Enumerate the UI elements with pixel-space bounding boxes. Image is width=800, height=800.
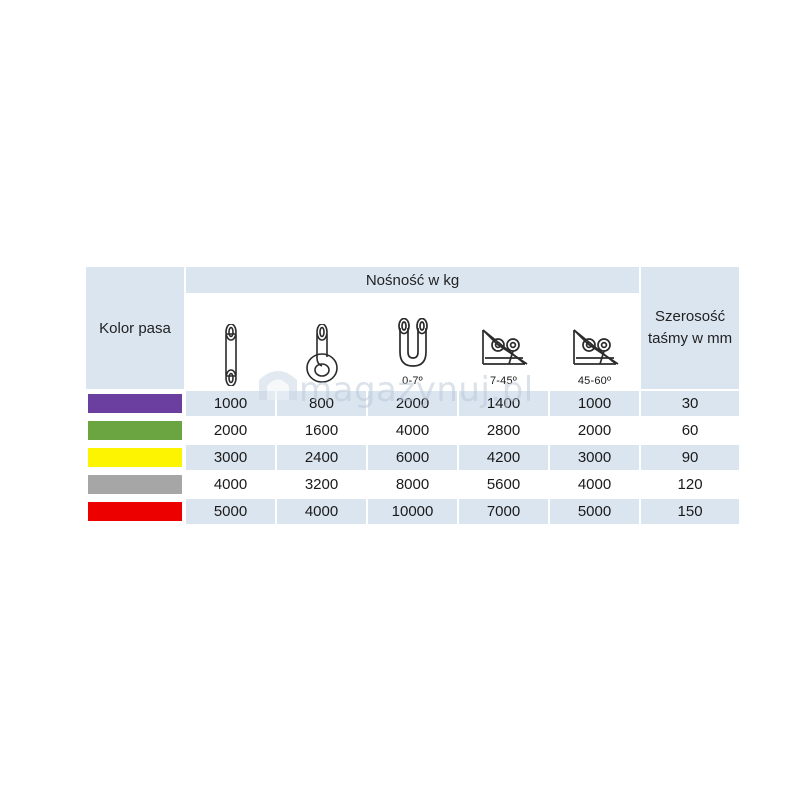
capacity-value: 4000 (550, 472, 640, 497)
table-row: 3000 2400 6000 4200 3000 90 (86, 445, 740, 470)
capacity-value: 7000 (459, 499, 548, 524)
header-cell-straight-sling (186, 295, 275, 389)
table-row: 2000 1600 4000 2800 2000 60 (86, 418, 740, 443)
color-swatch-cell (86, 391, 184, 416)
table-row: 5000 4000 10000 7000 5000 150 (86, 499, 740, 524)
capacity-value: 800 (277, 391, 366, 416)
straight-sling-icon (216, 324, 246, 386)
header-width-column: Szerosość taśmy w mm (641, 267, 740, 389)
sling-capacity-table: Kolor pasa Nośność w kg Szerosość taśmy … (84, 265, 741, 526)
capacity-value: 5000 (550, 499, 640, 524)
color-swatch-cell (86, 472, 184, 497)
belt-color-swatch (88, 502, 182, 521)
capacity-value: 4200 (459, 445, 548, 470)
header-row-group: Kolor pasa Nośność w kg Szerosość taśmy … (86, 267, 740, 389)
capacity-value: 10000 (368, 499, 457, 524)
capacity-value: 1600 (277, 418, 366, 443)
table-body: 1000 800 2000 1400 1000 30 2000 1600 400… (86, 391, 740, 524)
belt-color-swatch (88, 475, 182, 494)
two-leg-sling-7-45-angle-label: 7-45º (489, 375, 518, 387)
capacity-value: 2000 (550, 418, 640, 443)
two-leg-sling-45-60-icon (566, 324, 624, 374)
header-color-column: Kolor pasa (86, 267, 184, 389)
capacity-value: 2400 (277, 445, 366, 470)
belt-width-value: 30 (641, 391, 740, 416)
capacity-value: 1000 (550, 391, 640, 416)
belt-width-value: 120 (641, 472, 740, 497)
capacity-value: 6000 (368, 445, 457, 470)
table-row: 4000 3200 8000 5600 4000 120 (86, 472, 740, 497)
header-cell-basket-sling: 0-7º (368, 295, 457, 389)
table-row: 1000 800 2000 1400 1000 30 (86, 391, 740, 416)
belt-color-swatch (88, 448, 182, 467)
header-icon-row: 0-7º (86, 295, 739, 389)
two-leg-sling-45-60-angle-label: 45-60º (577, 375, 612, 387)
belt-width-value: 60 (641, 418, 740, 443)
capacity-value: 3000 (186, 445, 275, 470)
choker-sling-icon (301, 324, 343, 386)
belt-color-swatch (88, 394, 182, 413)
color-swatch-cell (86, 499, 184, 524)
color-swatch-cell (86, 418, 184, 443)
header-cell-two-leg-sling-45-60: 45-60º (550, 295, 640, 389)
capacity-value: 4000 (186, 472, 275, 497)
capacity-value: 5600 (459, 472, 548, 497)
capacity-table-container: Kolor pasa Nośność w kg Szerosość taśmy … (84, 265, 740, 524)
color-swatch-cell (86, 445, 184, 470)
capacity-value: 8000 (368, 472, 457, 497)
capacity-value: 5000 (186, 499, 275, 524)
capacity-value: 2000 (186, 418, 275, 443)
capacity-value: 1000 (186, 391, 275, 416)
capacity-value: 2800 (459, 418, 548, 443)
two-leg-sling-7-45-icon (475, 324, 533, 374)
capacity-value: 1400 (459, 391, 548, 416)
belt-width-value: 150 (641, 499, 740, 524)
belt-width-value: 90 (641, 445, 740, 470)
header-capacity-group: Nośność w kg (186, 267, 640, 293)
capacity-value: 4000 (368, 418, 457, 443)
header-cell-choker-sling (277, 295, 366, 389)
basket-sling-angle-label: 0-7º (402, 375, 423, 387)
belt-color-swatch (88, 421, 182, 440)
capacity-value: 4000 (277, 499, 366, 524)
capacity-value: 2000 (368, 391, 457, 416)
basket-sling-icon (390, 318, 436, 374)
header-cell-two-leg-sling-7-45: 7-45º (459, 295, 548, 389)
table-header: Kolor pasa Nośność w kg Szerosość taśmy … (86, 267, 740, 389)
capacity-value: 3000 (550, 445, 640, 470)
capacity-value: 3200 (277, 472, 366, 497)
